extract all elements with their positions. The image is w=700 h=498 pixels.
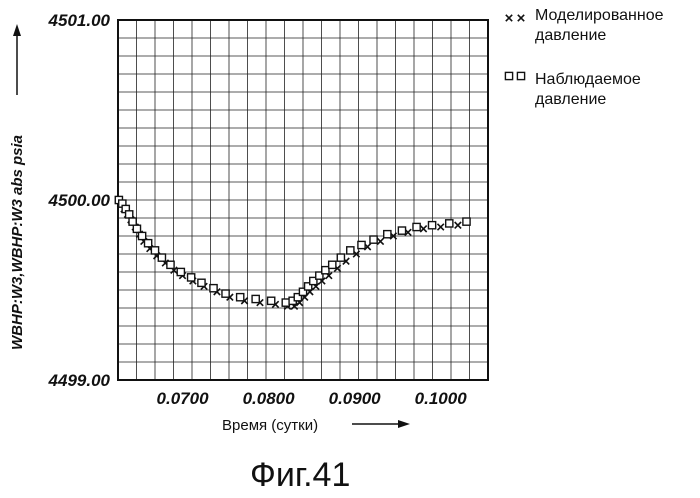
x-tick-label: 0.1000 — [415, 389, 468, 408]
observed-point — [268, 297, 275, 304]
observed-point — [413, 223, 420, 230]
figure-caption: Фиг.41 — [250, 456, 350, 494]
data-marks — [115, 196, 470, 309]
legend: Моделированное давление Наблюдаемое давл… — [505, 7, 663, 108]
observed-point — [282, 299, 289, 306]
observed-point — [446, 220, 453, 227]
observed-point — [198, 279, 205, 286]
observed-point — [347, 247, 354, 254]
y-tick-label: 4501.00 — [48, 11, 111, 30]
y-tick-labels: 4499.00 4500.00 4501.00 — [48, 11, 111, 390]
legend-simulated-line2: давление — [535, 27, 606, 44]
observed-point — [129, 218, 136, 225]
x-tick-label: 0.0700 — [157, 389, 210, 408]
observed-point — [329, 261, 336, 268]
observed-point — [398, 227, 405, 234]
legend-simulated-x1 — [506, 15, 512, 21]
observed-point — [222, 290, 229, 297]
observed-point — [463, 218, 470, 225]
observed-point — [188, 274, 195, 281]
y-axis-label: WBHP:W3,WBHP:W3 abs psia — [9, 135, 26, 350]
y-tick-label: 4500.00 — [48, 191, 111, 210]
observed-point — [177, 268, 184, 275]
observed-point — [126, 211, 133, 218]
observed-point — [145, 240, 152, 247]
legend-observed-line1: Наблюдаемое — [535, 71, 641, 88]
observed-point — [133, 225, 140, 232]
simulated-point — [455, 222, 461, 228]
observed-point — [384, 231, 391, 238]
observed-point — [210, 285, 217, 292]
observed-point — [358, 241, 365, 248]
legend-observed-marker — [505, 72, 524, 79]
observed-point — [322, 267, 329, 274]
legend-simulated-x2 — [518, 15, 524, 21]
observed-point — [158, 254, 165, 261]
legend-observed-sq2 — [517, 72, 524, 79]
observed-point — [370, 236, 377, 243]
grid — [118, 20, 488, 380]
observed-point — [167, 261, 174, 268]
legend-observed-sq1 — [505, 72, 512, 79]
y-tick-label: 4499.00 — [48, 371, 111, 390]
observed-point — [337, 254, 344, 261]
simulated-point — [377, 238, 383, 244]
observed-point — [252, 295, 259, 302]
observed-point — [138, 232, 145, 239]
observed-point — [237, 294, 244, 301]
x-tick-labels: 0.0700 0.0800 0.0900 0.1000 — [157, 389, 468, 408]
simulated-point — [437, 224, 443, 230]
legend-simulated-marker — [506, 15, 524, 21]
simulated-point — [420, 226, 426, 232]
observed-point — [151, 247, 158, 254]
x-axis-label: Время (сутки) — [222, 417, 318, 434]
y-axis-label-group: WBHP:W3,WBHP:W3 abs psia — [9, 135, 26, 350]
legend-observed-line2: давление — [535, 91, 606, 108]
observed-point — [428, 222, 435, 229]
y-axis-arrow — [13, 24, 21, 95]
legend-simulated-line1: Моделированное — [535, 7, 664, 24]
x-tick-label: 0.0900 — [329, 389, 382, 408]
x-axis-arrow — [352, 420, 410, 428]
x-tick-label: 0.0800 — [243, 389, 296, 408]
